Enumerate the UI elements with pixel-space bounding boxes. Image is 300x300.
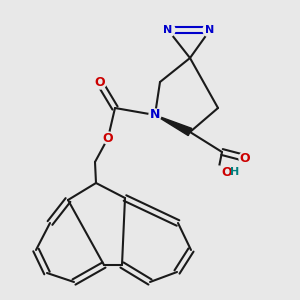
Text: N: N xyxy=(206,25,214,35)
Text: N: N xyxy=(150,109,160,122)
Circle shape xyxy=(239,152,251,164)
Circle shape xyxy=(102,132,114,144)
Text: O: O xyxy=(240,152,250,164)
Text: O: O xyxy=(221,166,232,178)
Text: N: N xyxy=(164,25,172,35)
Circle shape xyxy=(203,23,217,37)
Polygon shape xyxy=(155,115,192,136)
Circle shape xyxy=(149,109,161,121)
Circle shape xyxy=(161,23,175,37)
Circle shape xyxy=(212,166,224,178)
Circle shape xyxy=(94,77,106,89)
Text: H: H xyxy=(230,167,239,177)
Text: O: O xyxy=(103,131,113,145)
Text: O: O xyxy=(95,76,105,89)
